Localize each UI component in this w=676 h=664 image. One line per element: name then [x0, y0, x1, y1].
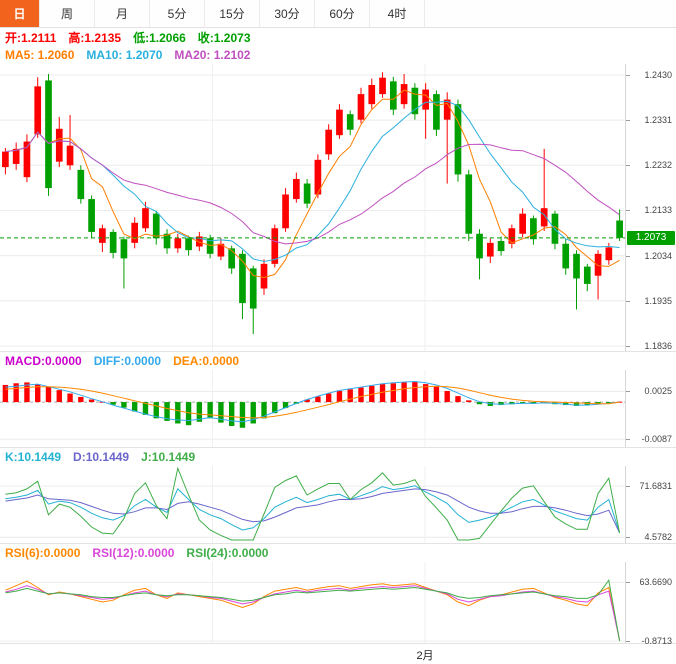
- high-value: 高:1.2135: [68, 30, 122, 45]
- kdj-y-axis: 71.6831 4.5782: [625, 466, 676, 543]
- y-axis-label: 1.2430: [644, 69, 672, 80]
- y-axis-label: 71.6831: [639, 481, 672, 492]
- price-y-axis: 1.2430 1.2331 1.2232 1.2133 1.2034 1.1935 1.18…: [625, 64, 676, 351]
- y-axis-label: 1.1935: [644, 295, 672, 306]
- macd-label: MACD:0.0000: [5, 354, 82, 368]
- tab-60分[interactable]: 60分: [315, 0, 370, 27]
- rsi-panel: 63.6690 -0.8713: [0, 562, 676, 647]
- diff-label: DIFF:0.0000: [93, 354, 162, 368]
- ma20-label: MA20: 1.2102: [174, 48, 251, 62]
- y-axis-tick: [626, 582, 630, 584]
- y-axis-tick: [626, 391, 630, 393]
- y-axis-label: 1.2331: [644, 115, 672, 126]
- y-axis-tick: [626, 300, 630, 302]
- y-axis-label: 1.2232: [644, 160, 672, 171]
- rsi-row: RSI(6):0.0000 RSI(12):0.0000 RSI(24):0.0…: [0, 544, 676, 562]
- tab-30分[interactable]: 30分: [260, 0, 315, 27]
- rsi24-label: RSI(24):0.0000: [186, 546, 269, 560]
- rsi12-label: RSI(12):0.0000: [92, 546, 175, 560]
- j-label: J:10.1449: [141, 450, 196, 464]
- x-axis-label-month: 2月: [416, 650, 434, 662]
- y-axis-tick: [626, 439, 630, 441]
- macd-row: MACD:0.0000 DIFF:0.0000 DEA:0.0000: [0, 352, 676, 370]
- y-axis-tick: [626, 537, 630, 539]
- kdj-chart[interactable]: [0, 466, 625, 543]
- kdj-row: K:10.1449 D:10.1449 J:10.1449: [0, 448, 676, 466]
- y-axis-tick: [626, 74, 630, 76]
- tab-月[interactable]: 月: [95, 0, 150, 27]
- tab-5分[interactable]: 5分: [150, 0, 205, 27]
- price-panel: 1.2430 1.2331 1.2232 1.2133 1.2034 1.1935 1.18…: [0, 64, 676, 352]
- close-value: 收:1.2073: [197, 30, 251, 45]
- tab-周[interactable]: 周: [40, 0, 95, 27]
- y-axis-tick: [626, 255, 630, 257]
- d-label: D:10.1449: [73, 450, 130, 464]
- y-axis-label: 1.1836: [644, 340, 672, 351]
- y-axis-tick: [626, 345, 630, 347]
- tab-bar: 日周月 5分 15分 30分 60分 4时: [0, 0, 676, 28]
- y-axis-label: 63.6690: [639, 577, 672, 588]
- tab-日[interactable]: 日: [0, 0, 40, 27]
- macd-panel: 0.0025 -0.0087: [0, 370, 676, 448]
- y-axis-label: -0.8713: [641, 636, 672, 647]
- y-axis-label: 1.2034: [644, 250, 672, 261]
- y-axis-label: 1.2133: [644, 205, 672, 216]
- low-value: 低:1.2066: [133, 30, 186, 45]
- y-axis-tick: [626, 641, 630, 643]
- y-axis-tick: [626, 486, 630, 488]
- rsi-y-axis: 63.6690 -0.8713: [625, 562, 676, 647]
- macd-chart[interactable]: [0, 370, 625, 447]
- k-label: K:10.1449: [5, 450, 62, 464]
- rsi6-label: RSI(6):0.0000: [5, 546, 81, 560]
- tab-15分[interactable]: 15分: [205, 0, 260, 27]
- tab-4时[interactable]: 4时: [370, 0, 425, 27]
- dea-label: DEA:0.0000: [173, 354, 240, 368]
- ma5-label: MA5: 1.2060: [5, 48, 75, 62]
- y-axis-tick: [626, 165, 630, 167]
- y-axis-tick: [626, 120, 630, 122]
- ma10-label: MA10: 1.2070: [86, 48, 163, 62]
- ma-row: MA5: 1.2060 MA10: 1.2070 MA20: 1.2102: [0, 46, 676, 64]
- y-axis-label: 0.0025: [644, 386, 672, 397]
- y-axis-tick: [626, 210, 630, 212]
- x-axis: 2月: [0, 644, 676, 664]
- y-axis-label: -0.0087: [641, 434, 672, 445]
- open-value: 开:1.2111: [5, 30, 57, 45]
- y-axis-label: 4.5782: [644, 532, 672, 543]
- kdj-panel: 71.6831 4.5782: [0, 466, 676, 544]
- macd-y-axis: 0.0025 -0.0087: [625, 370, 676, 447]
- rsi-chart[interactable]: [0, 562, 625, 643]
- candlestick-chart[interactable]: [0, 64, 625, 351]
- ohlc-row: 开:1.2111 高:1.2135 低:1.2066 收:1.2073: [0, 28, 676, 46]
- current-price-badge: 1.2073: [627, 230, 675, 245]
